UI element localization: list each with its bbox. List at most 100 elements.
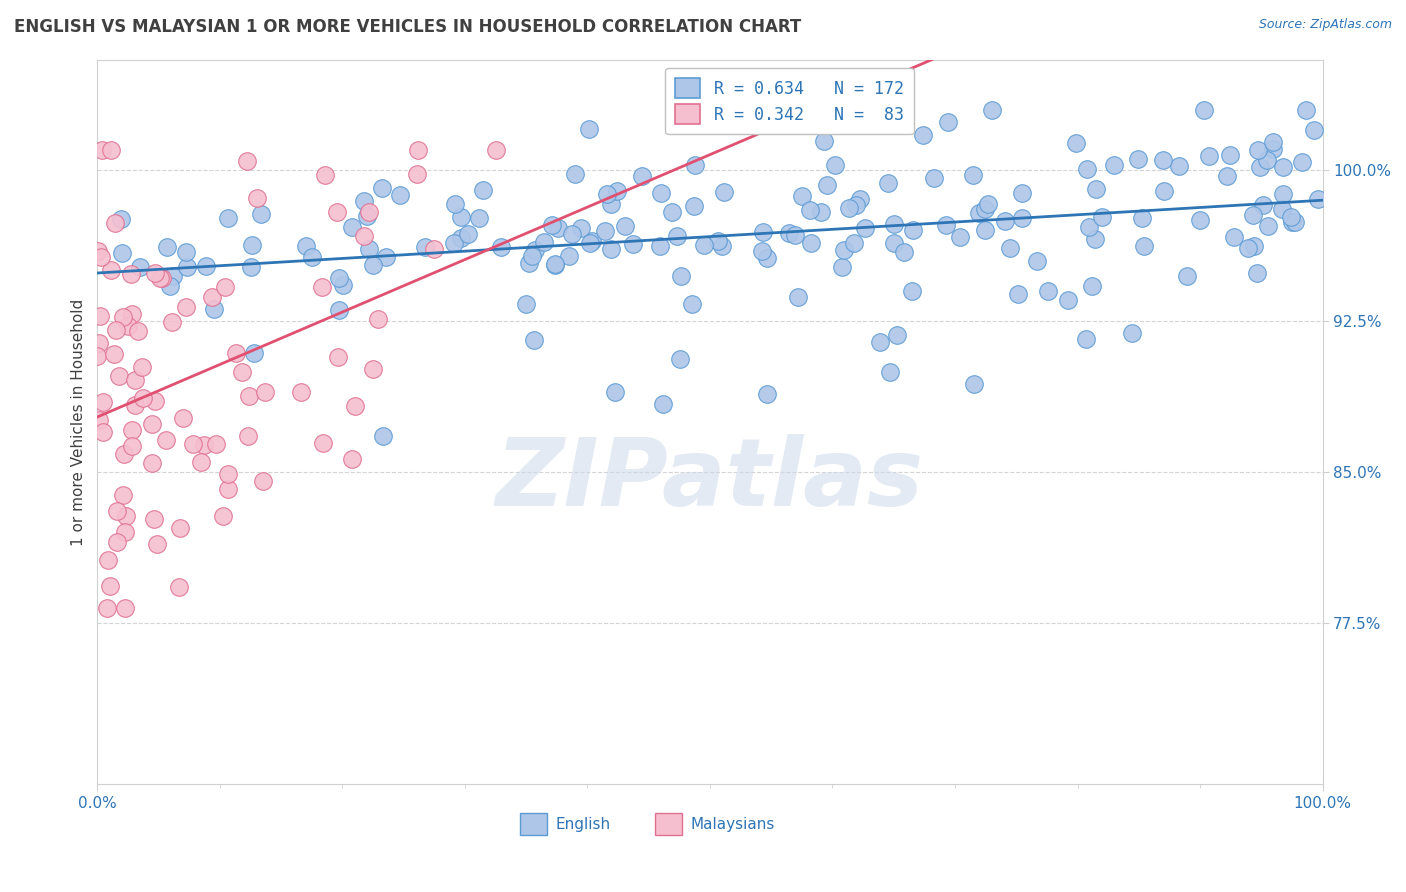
Point bbox=[96, 601, 118, 615]
Point bbox=[564, 167, 586, 181]
Point bbox=[1279, 210, 1302, 224]
Point bbox=[685, 158, 707, 172]
Point bbox=[790, 189, 813, 203]
Point bbox=[1215, 169, 1237, 183]
Point bbox=[669, 351, 692, 366]
Point bbox=[1194, 103, 1216, 117]
Point bbox=[755, 387, 778, 401]
Point bbox=[1132, 239, 1154, 253]
Point bbox=[1271, 202, 1294, 217]
Point bbox=[214, 279, 236, 293]
Point bbox=[1295, 103, 1317, 117]
Point bbox=[212, 509, 235, 524]
Point bbox=[1167, 159, 1189, 173]
Point bbox=[1126, 153, 1149, 167]
Point bbox=[544, 257, 567, 271]
Point bbox=[621, 236, 644, 251]
Point bbox=[471, 183, 494, 197]
Point bbox=[520, 250, 543, 264]
Point bbox=[1218, 148, 1240, 162]
Point bbox=[169, 580, 191, 594]
Point bbox=[661, 205, 683, 219]
Point bbox=[815, 178, 838, 193]
Point bbox=[1085, 182, 1108, 196]
Point bbox=[160, 315, 183, 329]
Point bbox=[813, 134, 835, 148]
Point bbox=[1153, 184, 1175, 198]
Point bbox=[162, 268, 184, 283]
Point bbox=[169, 521, 191, 535]
Legend: R = 0.634   N = 172, R = 0.342   N =  83: R = 0.634 N = 172, R = 0.342 N = 83 bbox=[665, 68, 914, 135]
Point bbox=[1091, 210, 1114, 224]
Point bbox=[1078, 219, 1101, 234]
Point bbox=[547, 220, 569, 235]
Point bbox=[143, 393, 166, 408]
Point bbox=[112, 447, 135, 461]
Point bbox=[176, 300, 198, 314]
Point bbox=[711, 238, 734, 252]
Point bbox=[949, 230, 972, 244]
Point bbox=[91, 395, 114, 409]
Point bbox=[312, 436, 335, 450]
Point bbox=[883, 235, 905, 250]
Point bbox=[108, 368, 131, 383]
Point bbox=[1102, 158, 1125, 172]
Point bbox=[778, 226, 800, 240]
Point bbox=[962, 376, 984, 391]
Point bbox=[1011, 186, 1033, 200]
Point bbox=[683, 199, 706, 213]
Point bbox=[181, 437, 204, 451]
Point bbox=[357, 243, 380, 257]
Point bbox=[104, 216, 127, 230]
Point bbox=[110, 212, 132, 227]
Point bbox=[648, 239, 671, 253]
Point bbox=[342, 452, 364, 467]
Point bbox=[100, 263, 122, 277]
Point bbox=[848, 192, 870, 206]
Point bbox=[977, 197, 1000, 211]
Point bbox=[581, 234, 603, 248]
Point bbox=[87, 244, 110, 259]
Point bbox=[544, 258, 567, 272]
Point bbox=[361, 258, 384, 272]
Point bbox=[314, 169, 336, 183]
Point bbox=[217, 482, 239, 496]
Point bbox=[105, 504, 128, 518]
Point bbox=[413, 240, 436, 254]
Point bbox=[1247, 144, 1270, 158]
Point bbox=[143, 512, 166, 526]
Point bbox=[86, 349, 108, 363]
Point bbox=[100, 143, 122, 157]
Point bbox=[1256, 153, 1278, 168]
Point bbox=[799, 202, 821, 217]
Point bbox=[246, 191, 269, 205]
Point bbox=[450, 231, 472, 245]
Point bbox=[408, 143, 430, 157]
Point bbox=[98, 579, 121, 593]
Point bbox=[901, 223, 924, 237]
Point bbox=[869, 335, 891, 350]
Point bbox=[444, 197, 467, 211]
Point bbox=[172, 411, 194, 425]
Point bbox=[124, 372, 146, 386]
Point bbox=[97, 553, 120, 567]
Point bbox=[353, 194, 375, 208]
Point bbox=[193, 438, 215, 452]
Point bbox=[1081, 279, 1104, 293]
Point bbox=[124, 397, 146, 411]
Point bbox=[938, 114, 960, 128]
Point bbox=[111, 487, 134, 501]
Point bbox=[533, 235, 555, 249]
Point bbox=[90, 143, 112, 157]
Point bbox=[1074, 332, 1097, 346]
Point bbox=[605, 384, 627, 399]
Point bbox=[1272, 160, 1295, 174]
Point bbox=[375, 250, 398, 264]
Point bbox=[665, 228, 688, 243]
Point bbox=[901, 284, 924, 298]
Point bbox=[962, 169, 984, 183]
Point bbox=[117, 318, 139, 333]
Point bbox=[121, 307, 143, 321]
Point bbox=[240, 238, 263, 252]
Point bbox=[824, 158, 846, 172]
